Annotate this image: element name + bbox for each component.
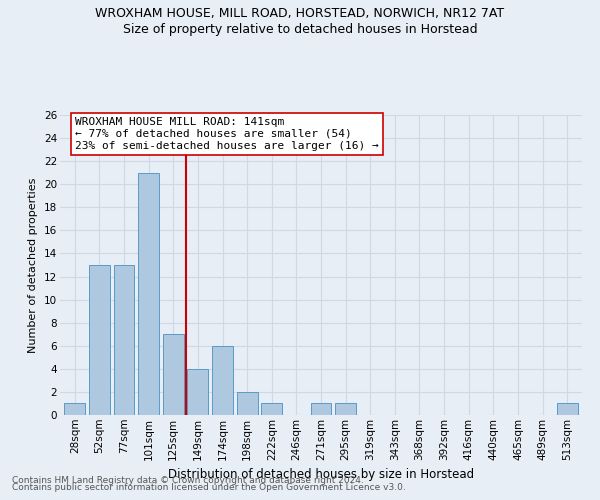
Text: Size of property relative to detached houses in Horstead: Size of property relative to detached ho…: [122, 22, 478, 36]
Bar: [163, 334, 184, 415]
Bar: [311, 404, 331, 415]
Text: WROXHAM HOUSE MILL ROAD: 141sqm
← 77% of detached houses are smaller (54)
23% of: WROXHAM HOUSE MILL ROAD: 141sqm ← 77% of…: [75, 118, 379, 150]
Bar: [187, 369, 208, 415]
Text: WROXHAM HOUSE, MILL ROAD, HORSTEAD, NORWICH, NR12 7AT: WROXHAM HOUSE, MILL ROAD, HORSTEAD, NORW…: [95, 8, 505, 20]
Bar: [138, 172, 159, 415]
Bar: [64, 404, 85, 415]
Text: Contains public sector information licensed under the Open Government Licence v3: Contains public sector information licen…: [12, 484, 406, 492]
Text: Contains HM Land Registry data © Crown copyright and database right 2024.: Contains HM Land Registry data © Crown c…: [12, 476, 364, 485]
Bar: [212, 346, 233, 415]
X-axis label: Distribution of detached houses by size in Horstead: Distribution of detached houses by size …: [168, 468, 474, 481]
Bar: [261, 404, 282, 415]
Bar: [236, 392, 257, 415]
Bar: [557, 404, 578, 415]
Bar: [335, 404, 356, 415]
Bar: [113, 265, 134, 415]
Bar: [89, 265, 110, 415]
Y-axis label: Number of detached properties: Number of detached properties: [28, 178, 38, 352]
